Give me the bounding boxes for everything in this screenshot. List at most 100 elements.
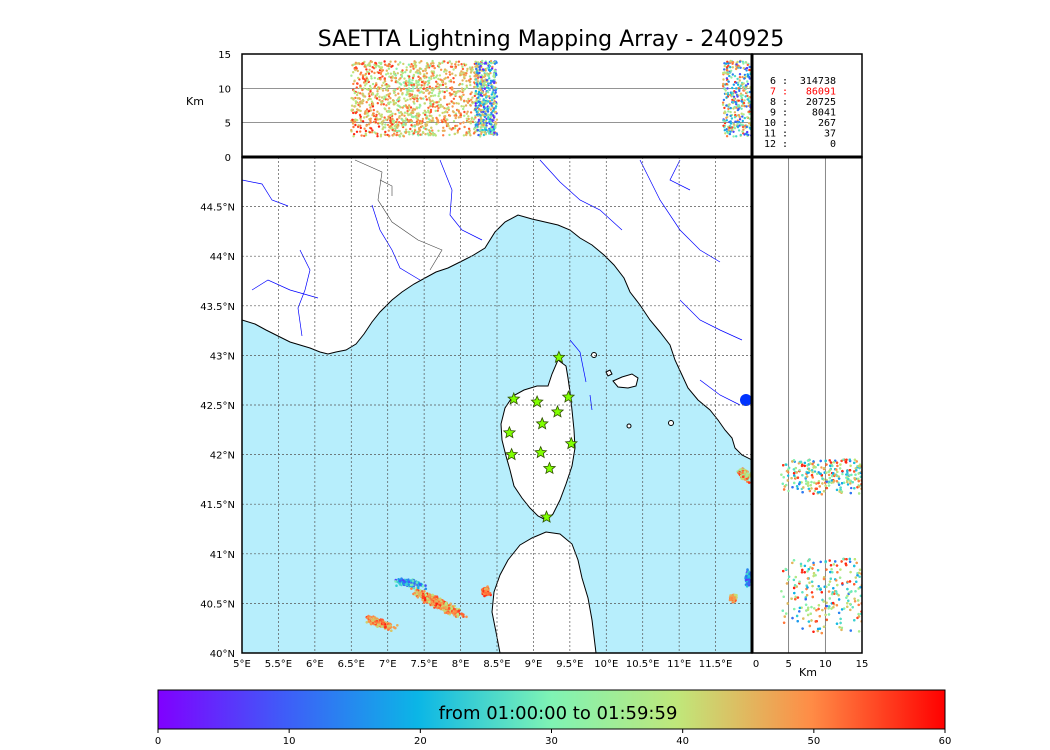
side-source-point: [829, 570, 832, 574]
stat-separator: :: [782, 97, 788, 108]
altitude-source-point: [371, 105, 375, 108]
altitude-source-point: [418, 106, 421, 109]
lightning-source-point: [371, 621, 375, 625]
altitude-source-point: [370, 75, 373, 78]
altitude-source-point: [486, 108, 489, 112]
side-source-point: [836, 571, 839, 574]
side-source-point: [838, 490, 841, 493]
altitude-source-point: [741, 75, 744, 79]
altitude-source-point: [737, 81, 740, 84]
altitude-source-point: [482, 103, 485, 106]
altitude-source-point: [489, 79, 493, 83]
altitude-source-point: [376, 92, 379, 96]
altitude-source-point: [475, 126, 478, 129]
altitude-source-point: [450, 100, 453, 103]
altitude-source-point: [428, 76, 431, 80]
side-source-point: [782, 595, 785, 598]
side-source-point: [857, 615, 861, 618]
altitude-source-point: [738, 115, 741, 119]
altitude-source-point: [474, 121, 477, 124]
altitude-source-point: [461, 67, 465, 71]
altitude-source-point: [432, 103, 435, 106]
altitude-source-point: [431, 61, 434, 64]
altitude-source-point: [350, 96, 353, 100]
altitude-source-point: [471, 96, 474, 99]
altitude-source-point: [424, 95, 427, 98]
altitude-source-point: [393, 132, 396, 135]
altitude-source-point: [437, 94, 440, 98]
altitude-source-point: [489, 102, 492, 105]
side-source-point: [800, 487, 803, 491]
altitude-source-point: [738, 76, 742, 79]
lightning-source-point: [377, 621, 380, 624]
lightning-source-point: [454, 610, 457, 614]
side-source-point: [845, 458, 848, 461]
altitude-source-point: [395, 123, 398, 127]
altitude-source-point: [744, 75, 747, 78]
side-source-point: [798, 481, 802, 484]
altitude-source-point: [477, 92, 480, 96]
altitude-source-point: [488, 120, 491, 124]
altitude-source-point: [355, 93, 359, 97]
altitude-source-point: [442, 134, 445, 137]
lightning-source-point: [390, 629, 393, 632]
altitude-source-point: [382, 103, 385, 106]
altitude-source-point: [481, 85, 485, 88]
altitude-source-point: [366, 78, 369, 81]
altitude-source-point: [447, 107, 450, 110]
stat-source-count: 86091: [806, 87, 836, 98]
altitude-source-point: [410, 119, 414, 123]
side-source-point: [855, 469, 858, 472]
altitude-source-point: [721, 101, 725, 104]
altitude-source-point: [402, 62, 405, 66]
altitude-source-point: [379, 133, 383, 136]
altitude-source-point: [379, 71, 382, 75]
altitude-source-point: [488, 128, 491, 132]
altitude-source-point: [411, 64, 415, 68]
altitude-source-point: [422, 97, 425, 100]
side-source-point: [782, 488, 786, 491]
stat-source-count: 267: [818, 118, 836, 129]
side-source-point: [793, 607, 796, 611]
side-source-point: [805, 482, 808, 485]
altitude-source-point: [404, 99, 407, 103]
altitude-source-point: [387, 95, 391, 98]
altitude-source-point: [727, 107, 730, 111]
lightning-source-point: [402, 582, 405, 585]
side-source-point: [821, 477, 824, 480]
altitude-source-point: [743, 104, 746, 108]
altitude-source-point: [479, 114, 482, 117]
altitude-source-point: [454, 93, 457, 96]
altitude-source-point: [428, 91, 431, 94]
lightning-source-point: [422, 590, 426, 594]
altitude-source-point: [439, 98, 442, 101]
side-source-point: [791, 460, 794, 463]
lightning-source-point: [465, 615, 468, 619]
altitude-source-point: [426, 63, 429, 66]
altitude-source-point: [359, 126, 362, 130]
altitude-source-point: [481, 90, 484, 93]
altitude-source-point: [429, 94, 433, 98]
colorbar-tick-label: 10: [283, 736, 296, 747]
lightning-source-point: [424, 593, 428, 597]
side-source-point: [825, 480, 828, 483]
stat-separator: :: [782, 87, 788, 98]
altitude-source-point: [421, 91, 424, 94]
lightning-source-point: [745, 578, 749, 581]
altitude-source-point: [448, 127, 451, 130]
altitude-source-point: [426, 121, 430, 124]
altitude-source-point: [388, 107, 391, 110]
lightning-source-point: [447, 607, 451, 610]
altitude-source-point: [407, 113, 410, 117]
altitude-source-point: [448, 70, 451, 74]
lma-station-marker: [542, 461, 557, 475]
side-source-point: [853, 583, 856, 586]
altitude-source-point: [416, 94, 419, 97]
lightning-source-point: [374, 620, 377, 623]
side-source-point: [819, 560, 822, 564]
altitude-source-point: [372, 114, 376, 118]
altitude-source-point: [478, 128, 482, 132]
altitude-source-point: [431, 129, 434, 132]
altitude-source-point: [450, 86, 454, 89]
altitude-source-point: [432, 87, 436, 90]
